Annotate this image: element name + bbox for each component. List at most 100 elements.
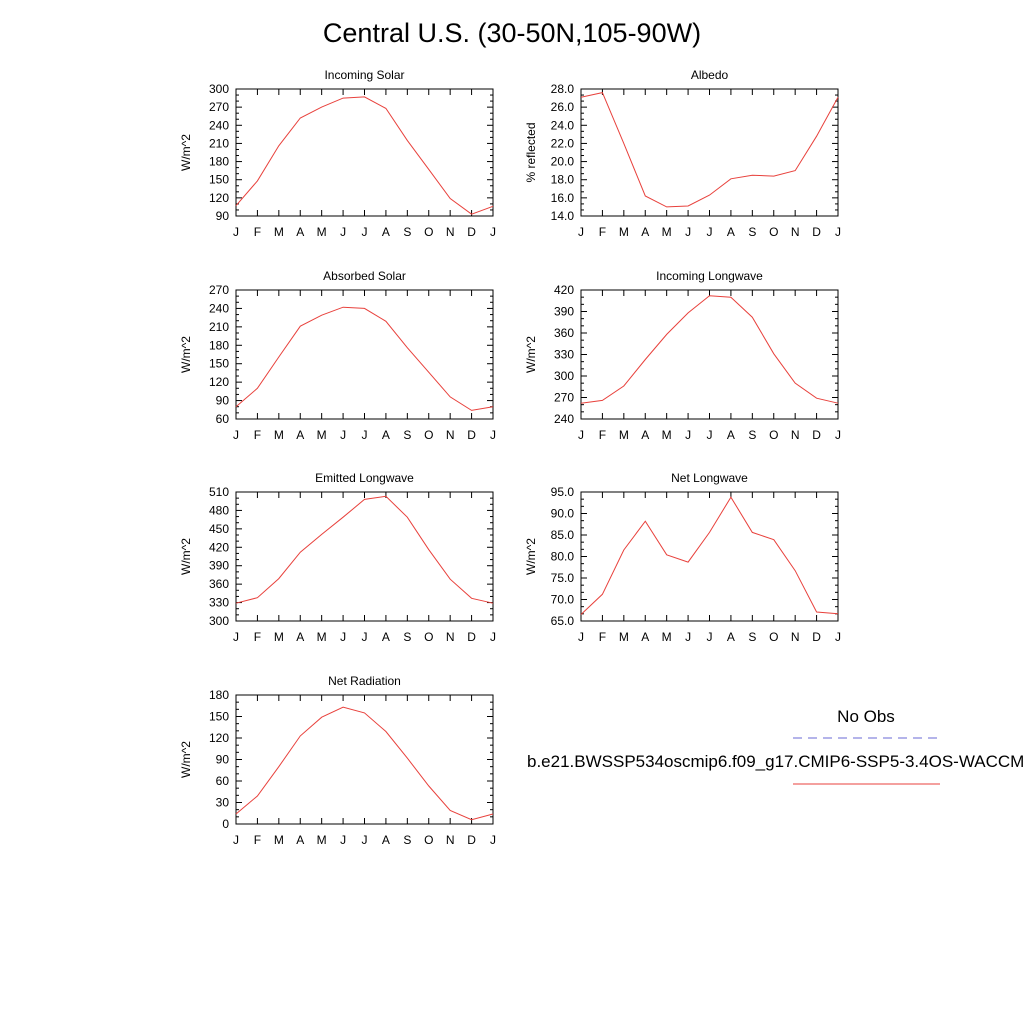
x-tick-label: J [835, 225, 841, 239]
y-tick-label: 30 [216, 796, 230, 810]
y-tick-label: 390 [554, 305, 574, 319]
y-tick-label: 510 [209, 485, 229, 499]
x-tick-label: J [578, 630, 584, 644]
x-tick-label: M [619, 428, 629, 442]
y-tick-label: 90 [216, 753, 230, 767]
y-tick-label: 90 [216, 209, 230, 223]
legend: No Obs b.e21.BWSSP534oscmip6.f09_g17.CMIP… [527, 707, 1024, 785]
x-tick-label: D [467, 630, 476, 644]
legend-obs-label: No Obs [837, 707, 895, 726]
y-axis-label: W/m^2 [524, 336, 538, 373]
x-tick-label: A [382, 833, 390, 847]
y-tick-label: 90 [216, 394, 230, 408]
x-tick-label: A [382, 630, 390, 644]
y-tick-label: 150 [209, 710, 229, 724]
x-tick-label: N [446, 630, 455, 644]
y-tick-label: 60 [216, 774, 230, 788]
y-tick-label: 300 [209, 614, 229, 628]
y-tick-label: 85.0 [551, 528, 575, 542]
y-tick-label: 300 [554, 369, 574, 383]
page-title: Central U.S. (30-50N,105-90W) [322, 18, 702, 48]
y-tick-label: 360 [209, 577, 229, 591]
x-tick-label: N [791, 428, 800, 442]
x-tick-label: S [748, 225, 756, 239]
x-tick-label: J [362, 428, 368, 442]
x-tick-label: A [382, 428, 390, 442]
x-tick-label: M [662, 225, 672, 239]
y-tick-label: 150 [209, 357, 229, 371]
x-tick-label: F [254, 630, 261, 644]
y-tick-label: 24.0 [551, 118, 575, 132]
x-tick-label: D [467, 428, 476, 442]
y-axis-label: W/m^2 [524, 538, 538, 575]
y-tick-label: 300 [209, 82, 229, 96]
y-tick-label: 180 [209, 688, 229, 702]
x-tick-label: O [769, 225, 778, 239]
x-tick-label: J [362, 630, 368, 644]
x-tick-label: M [274, 833, 284, 847]
y-tick-label: 360 [554, 326, 574, 340]
y-tick-label: 20.0 [551, 155, 575, 169]
x-tick-label: M [274, 428, 284, 442]
x-tick-label: J [835, 630, 841, 644]
panel-title: Incoming Solar [324, 68, 404, 82]
y-tick-label: 120 [209, 375, 229, 389]
x-tick-label: J [578, 225, 584, 239]
x-tick-label: J [490, 428, 496, 442]
x-tick-label: J [685, 428, 691, 442]
x-tick-label: F [254, 833, 261, 847]
x-tick-label: J [707, 630, 713, 644]
x-tick-label: F [599, 428, 606, 442]
x-tick-label: N [446, 428, 455, 442]
x-tick-label: D [812, 225, 821, 239]
y-axis-label: W/m^2 [179, 538, 193, 575]
x-tick-label: D [467, 225, 476, 239]
x-tick-label: O [424, 225, 433, 239]
y-tick-label: 180 [209, 155, 229, 169]
x-tick-label: M [317, 833, 327, 847]
x-tick-label: M [274, 630, 284, 644]
y-tick-label: 16.0 [551, 191, 575, 205]
y-tick-label: 60 [216, 412, 230, 426]
y-tick-label: 270 [554, 391, 574, 405]
x-tick-label: A [296, 428, 304, 442]
x-tick-label: J [490, 225, 496, 239]
y-tick-label: 65.0 [551, 614, 575, 628]
x-tick-label: M [662, 428, 672, 442]
x-tick-label: A [296, 833, 304, 847]
x-tick-label: O [424, 630, 433, 644]
y-tick-label: 18.0 [551, 173, 575, 187]
x-tick-label: A [641, 225, 649, 239]
y-tick-label: 14.0 [551, 209, 575, 223]
x-tick-label: J [490, 833, 496, 847]
x-tick-label: M [619, 630, 629, 644]
y-tick-label: 26.0 [551, 100, 575, 114]
y-tick-label: 120 [209, 731, 229, 745]
y-tick-label: 270 [209, 100, 229, 114]
x-tick-label: O [424, 833, 433, 847]
x-tick-label: J [578, 428, 584, 442]
panel-title: Albedo [691, 68, 729, 82]
x-tick-label: S [403, 630, 411, 644]
series-line [235, 495, 494, 604]
panel-title: Incoming Longwave [656, 269, 763, 283]
x-tick-label: S [403, 225, 411, 239]
x-tick-label: J [685, 225, 691, 239]
x-tick-label: O [769, 428, 778, 442]
y-tick-label: 330 [209, 596, 229, 610]
y-tick-label: 95.0 [551, 485, 575, 499]
x-tick-label: O [769, 630, 778, 644]
x-tick-label: M [317, 225, 327, 239]
y-axis-label: % reflected [524, 122, 538, 182]
y-tick-label: 180 [209, 338, 229, 352]
series-line [580, 92, 839, 208]
x-tick-label: J [362, 833, 368, 847]
series-line [235, 96, 494, 215]
x-tick-label: J [233, 225, 239, 239]
series-line [235, 706, 494, 821]
x-tick-label: M [317, 630, 327, 644]
x-tick-label: J [490, 630, 496, 644]
